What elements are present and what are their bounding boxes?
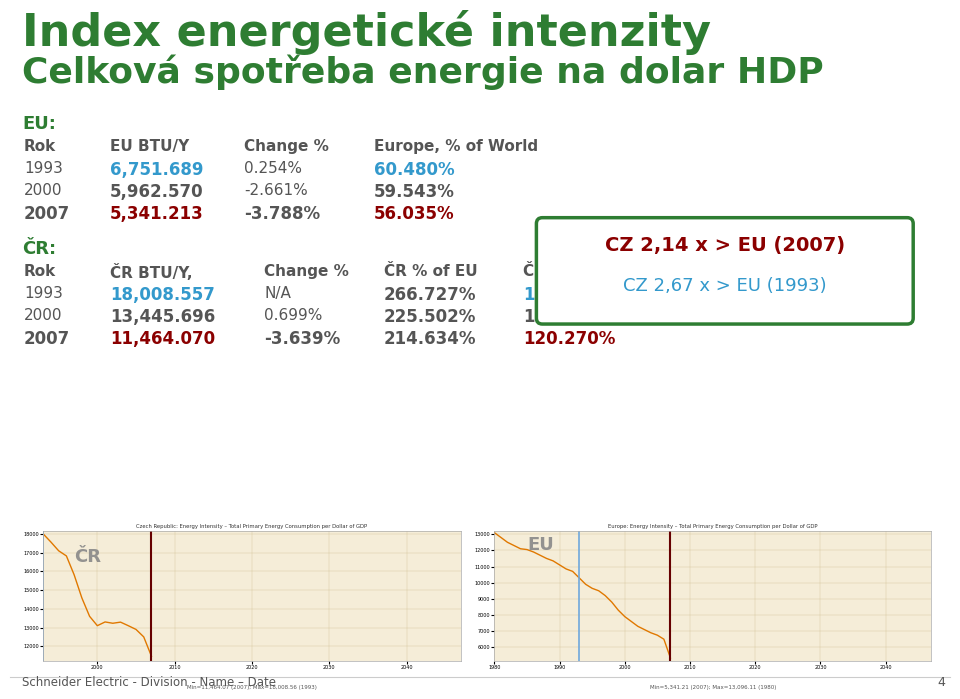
Text: Schneider Electric - Division - Name – Date: Schneider Electric - Division - Name – D… bbox=[22, 676, 276, 689]
Title: Europe: Energy Intensity – Total Primary Energy Consumption per Dollar of GDP: Europe: Energy Intensity – Total Primary… bbox=[608, 524, 818, 528]
Text: Min=5,341.21 (2007); Max=13,096.11 (1980): Min=5,341.21 (2007); Max=13,096.11 (1980… bbox=[650, 685, 776, 690]
Text: 4: 4 bbox=[937, 676, 945, 689]
Text: CZ 2,67 x > EU (1993): CZ 2,67 x > EU (1993) bbox=[623, 277, 827, 295]
Title: Czech Republic: Energy Intensity – Total Primary Energy Consumption per Dollar o: Czech Republic: Energy Intensity – Total… bbox=[136, 524, 368, 528]
Text: EU: EU bbox=[527, 536, 554, 554]
Text: EU BTU/Y: EU BTU/Y bbox=[110, 139, 189, 154]
Text: 5,341.213: 5,341.213 bbox=[110, 205, 204, 223]
Text: 214.634%: 214.634% bbox=[384, 330, 476, 348]
Text: 2000: 2000 bbox=[24, 308, 62, 323]
Text: ČR % of World: ČR % of World bbox=[523, 264, 644, 279]
Text: 0.699%: 0.699% bbox=[264, 308, 323, 323]
Text: 2007: 2007 bbox=[24, 330, 70, 348]
Text: 60.480%: 60.480% bbox=[374, 161, 455, 179]
Text: 5,962.570: 5,962.570 bbox=[110, 183, 204, 201]
Text: 266.727%: 266.727% bbox=[384, 286, 476, 304]
Text: 18,008.557: 18,008.557 bbox=[110, 286, 215, 304]
Text: ČR BTU/Y,: ČR BTU/Y, bbox=[110, 264, 193, 281]
Text: 2007: 2007 bbox=[24, 205, 70, 223]
Text: Change %: Change % bbox=[244, 139, 329, 154]
Text: Min=11,464.07 (2007); Max=18,008.56 (1993): Min=11,464.07 (2007); Max=18,008.56 (199… bbox=[187, 685, 317, 690]
Text: -2.661%: -2.661% bbox=[244, 183, 308, 198]
Text: Rok: Rok bbox=[24, 264, 57, 279]
Text: 134.272%: 134.272% bbox=[523, 308, 615, 326]
Text: 59.543%: 59.543% bbox=[374, 183, 455, 201]
FancyBboxPatch shape bbox=[537, 217, 913, 324]
Text: 56.035%: 56.035% bbox=[374, 205, 455, 223]
Text: 225.502%: 225.502% bbox=[384, 308, 476, 326]
Text: -3.788%: -3.788% bbox=[244, 205, 320, 223]
Text: Rok: Rok bbox=[24, 139, 57, 154]
Text: N/A: N/A bbox=[264, 286, 291, 301]
Text: ČR % of EU: ČR % of EU bbox=[384, 264, 478, 279]
Text: 6,751.689: 6,751.689 bbox=[110, 161, 204, 179]
Text: CZ 2,14 x > EU (2007): CZ 2,14 x > EU (2007) bbox=[605, 236, 845, 254]
Text: Celková spotřeba energie na dolar HDP: Celková spotřeba energie na dolar HDP bbox=[22, 55, 824, 90]
Text: 2000: 2000 bbox=[24, 183, 62, 198]
Text: Change %: Change % bbox=[264, 264, 348, 279]
Text: -3.639%: -3.639% bbox=[264, 330, 340, 348]
Text: 161.316%: 161.316% bbox=[523, 286, 615, 304]
Text: 120.270%: 120.270% bbox=[523, 330, 615, 348]
Text: 13,445.696: 13,445.696 bbox=[110, 308, 215, 326]
Text: 1993: 1993 bbox=[24, 286, 62, 301]
Text: ČR:: ČR: bbox=[22, 240, 56, 258]
Text: 1993: 1993 bbox=[24, 161, 62, 176]
Text: Index energetické intenzity: Index energetické intenzity bbox=[22, 10, 711, 55]
Text: Europe, % of World: Europe, % of World bbox=[374, 139, 539, 154]
Text: 0.254%: 0.254% bbox=[244, 161, 302, 176]
Text: ČR: ČR bbox=[74, 548, 101, 566]
Text: 11,464.070: 11,464.070 bbox=[110, 330, 215, 348]
Text: EU:: EU: bbox=[22, 115, 56, 133]
